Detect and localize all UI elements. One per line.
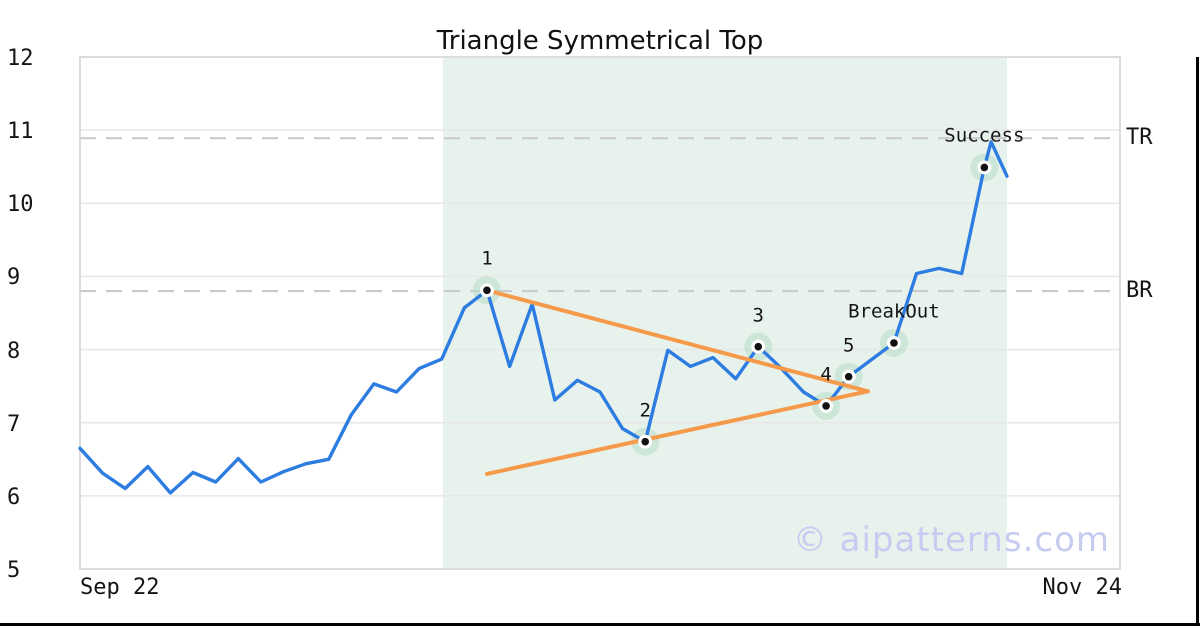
plot-frame bbox=[79, 56, 1121, 570]
point-marker bbox=[754, 342, 763, 351]
x-tick-start: Sep 22 bbox=[80, 575, 160, 600]
y-tick-label: 5 bbox=[7, 558, 21, 583]
point-annotation-3: 3 bbox=[752, 304, 764, 327]
y-tick-label: 8 bbox=[7, 338, 21, 364]
level-label-br: BR bbox=[1126, 278, 1153, 304]
point-marker bbox=[822, 402, 830, 410]
y-tick-label: 11 bbox=[7, 119, 34, 145]
price-line bbox=[78, 140, 1009, 495]
x-tick-end: Nov 24 bbox=[1042, 575, 1122, 600]
point-marker bbox=[641, 437, 650, 446]
pattern-region bbox=[442, 57, 1007, 569]
point-marker bbox=[890, 339, 898, 347]
point-annotation-4: 4 bbox=[820, 363, 832, 386]
y-tick-label: 9 bbox=[7, 265, 21, 291]
point-annotation-breakout: BreakOut bbox=[848, 300, 940, 323]
point-annotation-success: Success bbox=[944, 124, 1025, 147]
level-label-tr: TR bbox=[1126, 125, 1153, 151]
watermark-text: © aipatterns.com bbox=[792, 520, 1110, 560]
point-marker bbox=[980, 163, 989, 172]
lower-trendline bbox=[484, 389, 870, 476]
chart-title: Triangle Symmetrical Top bbox=[436, 26, 764, 56]
point-annotation-2: 2 bbox=[639, 399, 651, 422]
point-annotation-1: 1 bbox=[481, 247, 493, 270]
y-tick-label: 10 bbox=[7, 192, 34, 218]
point-marker bbox=[844, 372, 853, 381]
y-tick-label: 12 bbox=[7, 46, 34, 71]
point-marker bbox=[483, 286, 491, 295]
upper-trendline bbox=[484, 288, 870, 394]
point-annotation-5: 5 bbox=[842, 334, 855, 357]
y-tick-label: 7 bbox=[7, 411, 21, 437]
y-tick-label: 6 bbox=[7, 484, 21, 510]
